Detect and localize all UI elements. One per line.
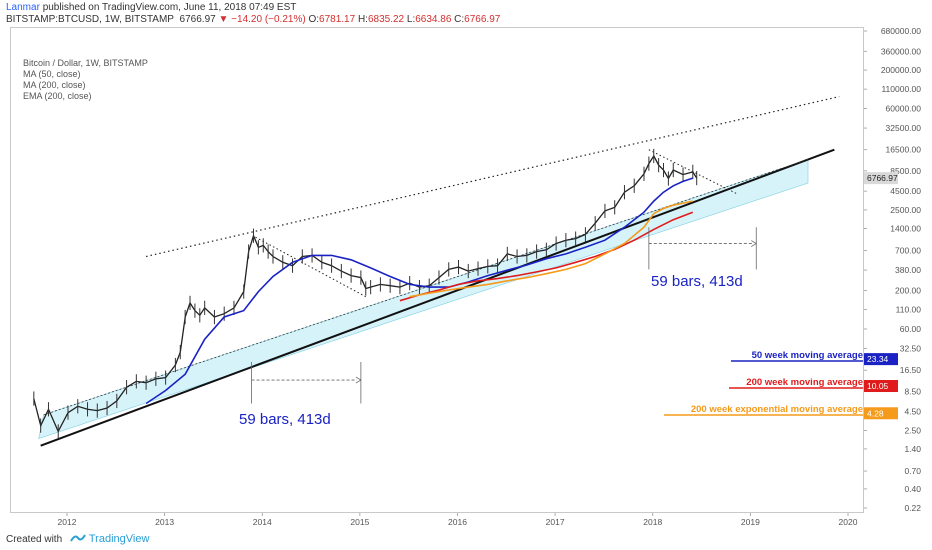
price-tick-label: 680000.00 bbox=[881, 27, 921, 36]
measure-2018 bbox=[648, 227, 758, 270]
price-tick-label: 110000.00 bbox=[881, 84, 921, 94]
price-tick-label: 16.50 bbox=[900, 365, 922, 375]
price-tick-label: 200.00 bbox=[895, 286, 921, 296]
price-tick-label: 0.22 bbox=[904, 503, 921, 513]
price-tick-label: 360000.00 bbox=[881, 46, 921, 56]
time-tick-label: 2013 bbox=[155, 517, 174, 527]
price-tick-label: 380.00 bbox=[895, 265, 921, 275]
ma200-line bbox=[399, 211, 694, 302]
created-with-label: Created with bbox=[6, 534, 63, 545]
bar-count-label: 59 bars, 413d bbox=[651, 273, 743, 290]
price-tick-label: 4.50 bbox=[904, 407, 921, 417]
legend-ma200[interactable]: MA (200, close) bbox=[23, 80, 86, 90]
tradingview-logo[interactable]: TradingView bbox=[70, 533, 149, 545]
last-price-badge bbox=[864, 172, 898, 185]
tradingview-brand: TradingView bbox=[88, 533, 150, 545]
ma200-value-badge-text: 10.05 bbox=[867, 381, 889, 391]
tradingview-logo-icon bbox=[70, 534, 86, 542]
ema200-annotation: 200 week exponential moving average bbox=[691, 404, 863, 415]
price-tick-label: 32.50 bbox=[900, 344, 922, 354]
high-label: H: bbox=[357, 14, 368, 25]
legend-ma50[interactable]: MA (50, close) bbox=[23, 69, 81, 79]
bar-count-label: 59 bars, 413d bbox=[239, 411, 331, 428]
price-change: −14.20 (−0.21%) bbox=[231, 14, 306, 25]
price-tick-label: 8500.00 bbox=[890, 166, 921, 176]
time-tick-label: 2020 bbox=[839, 517, 858, 527]
author-link[interactable]: Lanmar bbox=[6, 2, 40, 13]
chart-title: Bitcoin / Dollar, 1W, BITSTAMP bbox=[23, 58, 148, 68]
time-tick-label: 2015 bbox=[350, 517, 369, 527]
chart-pane[interactable]: 59 bars, 413d 59 bars, 413d 50 week moving… bbox=[10, 27, 864, 513]
ma200-value-badge bbox=[864, 380, 898, 393]
time-axis[interactable]: 2012 2013 2014 2015 2016 2017 2018 2019 2020 bbox=[10, 513, 864, 529]
time-tick-label: 2017 bbox=[546, 517, 565, 527]
high-value: 6835.22 bbox=[367, 14, 405, 25]
price-tick-label: 4500.00 bbox=[890, 186, 921, 196]
ohlc-line: BITSTAMP:BTCUSD, 1W, BITSTAMP 6766.97 ▼ … bbox=[6, 14, 500, 25]
ma50-line bbox=[145, 177, 694, 405]
low-value: 6634.86 bbox=[415, 14, 452, 25]
upper-trendline bbox=[145, 95, 840, 258]
ema200-value-badge bbox=[864, 407, 898, 420]
measure-arrowhead bbox=[355, 376, 362, 384]
open-value: 6781.17 bbox=[319, 14, 356, 25]
chart-header: Lanmar published on TradingView.com, Jun… bbox=[6, 2, 926, 26]
price-tick-label: 700.00 bbox=[895, 246, 921, 256]
measure-2014 bbox=[251, 362, 362, 404]
time-tick-label: 2016 bbox=[448, 517, 467, 527]
price-tick-label: 60000.00 bbox=[886, 103, 922, 113]
last-price: 6766.97 bbox=[179, 14, 216, 25]
price-tick-label: 8.50 bbox=[904, 386, 921, 396]
price-tick-label: 16500.00 bbox=[886, 145, 922, 155]
time-tick-label: 2014 bbox=[253, 517, 272, 527]
last-price-badge-text: 6766.97 bbox=[867, 173, 898, 183]
time-tick-label: 2019 bbox=[741, 517, 760, 527]
ma50-value-badge-text: 23.34 bbox=[867, 354, 889, 364]
ma50-value-badge bbox=[864, 353, 898, 366]
price-line bbox=[33, 154, 698, 433]
close-value: 6766.97 bbox=[464, 14, 501, 25]
down-arrow-icon: ▼ bbox=[218, 14, 229, 25]
legend-ema200[interactable]: EMA (200, close) bbox=[23, 91, 92, 101]
price-tick-label: 0.70 bbox=[904, 466, 921, 476]
publish-info: published on TradingView.com, June 11, 2… bbox=[42, 2, 297, 13]
price-tick-label: 200000.00 bbox=[881, 65, 921, 75]
price-axis[interactable]: 680000.00 360000.00 200000.00 110000.00 6000… bbox=[864, 27, 932, 513]
price-tick-label: 60.00 bbox=[900, 324, 922, 334]
measure-arrowhead bbox=[751, 240, 758, 247]
time-tick-label: 2012 bbox=[58, 517, 77, 527]
indicator-legend: Bitcoin / Dollar, 1W, BITSTAMP MA (50, c… bbox=[23, 58, 148, 102]
close-label: C: bbox=[454, 14, 465, 25]
symbol-label[interactable]: BITSTAMP:BTCUSD, 1W, BITSTAMP bbox=[6, 14, 174, 25]
price-tick-label: 110.00 bbox=[896, 305, 922, 315]
ma50-annotation: 50 week moving average bbox=[752, 350, 863, 361]
price-tick-label: 2500.00 bbox=[890, 205, 921, 215]
price-tick-label: 1.40 bbox=[904, 444, 921, 454]
price-chart-svg[interactable]: 59 bars, 413d 59 bars, 413d 50 week moving… bbox=[11, 28, 863, 512]
wedge-line-2014 bbox=[255, 236, 366, 298]
open-label: O: bbox=[308, 14, 320, 25]
price-tick-label: 2.50 bbox=[904, 425, 921, 435]
price-tick-label: 32500.00 bbox=[886, 123, 922, 133]
low-label: L: bbox=[406, 14, 416, 25]
price-tick-label: 1400.00 bbox=[890, 223, 921, 233]
time-tick-label: 2018 bbox=[643, 517, 662, 527]
ma200-annotation: 200 week moving average bbox=[746, 377, 863, 388]
publish-line: Lanmar published on TradingView.com, Jun… bbox=[6, 2, 296, 13]
ema200-line bbox=[409, 200, 693, 298]
support-trendline bbox=[40, 148, 835, 447]
price-tick-label: 0.40 bbox=[904, 484, 921, 494]
ema200-value-badge-text: 4.28 bbox=[867, 408, 884, 418]
footer: Created with TradingView bbox=[0, 530, 932, 550]
